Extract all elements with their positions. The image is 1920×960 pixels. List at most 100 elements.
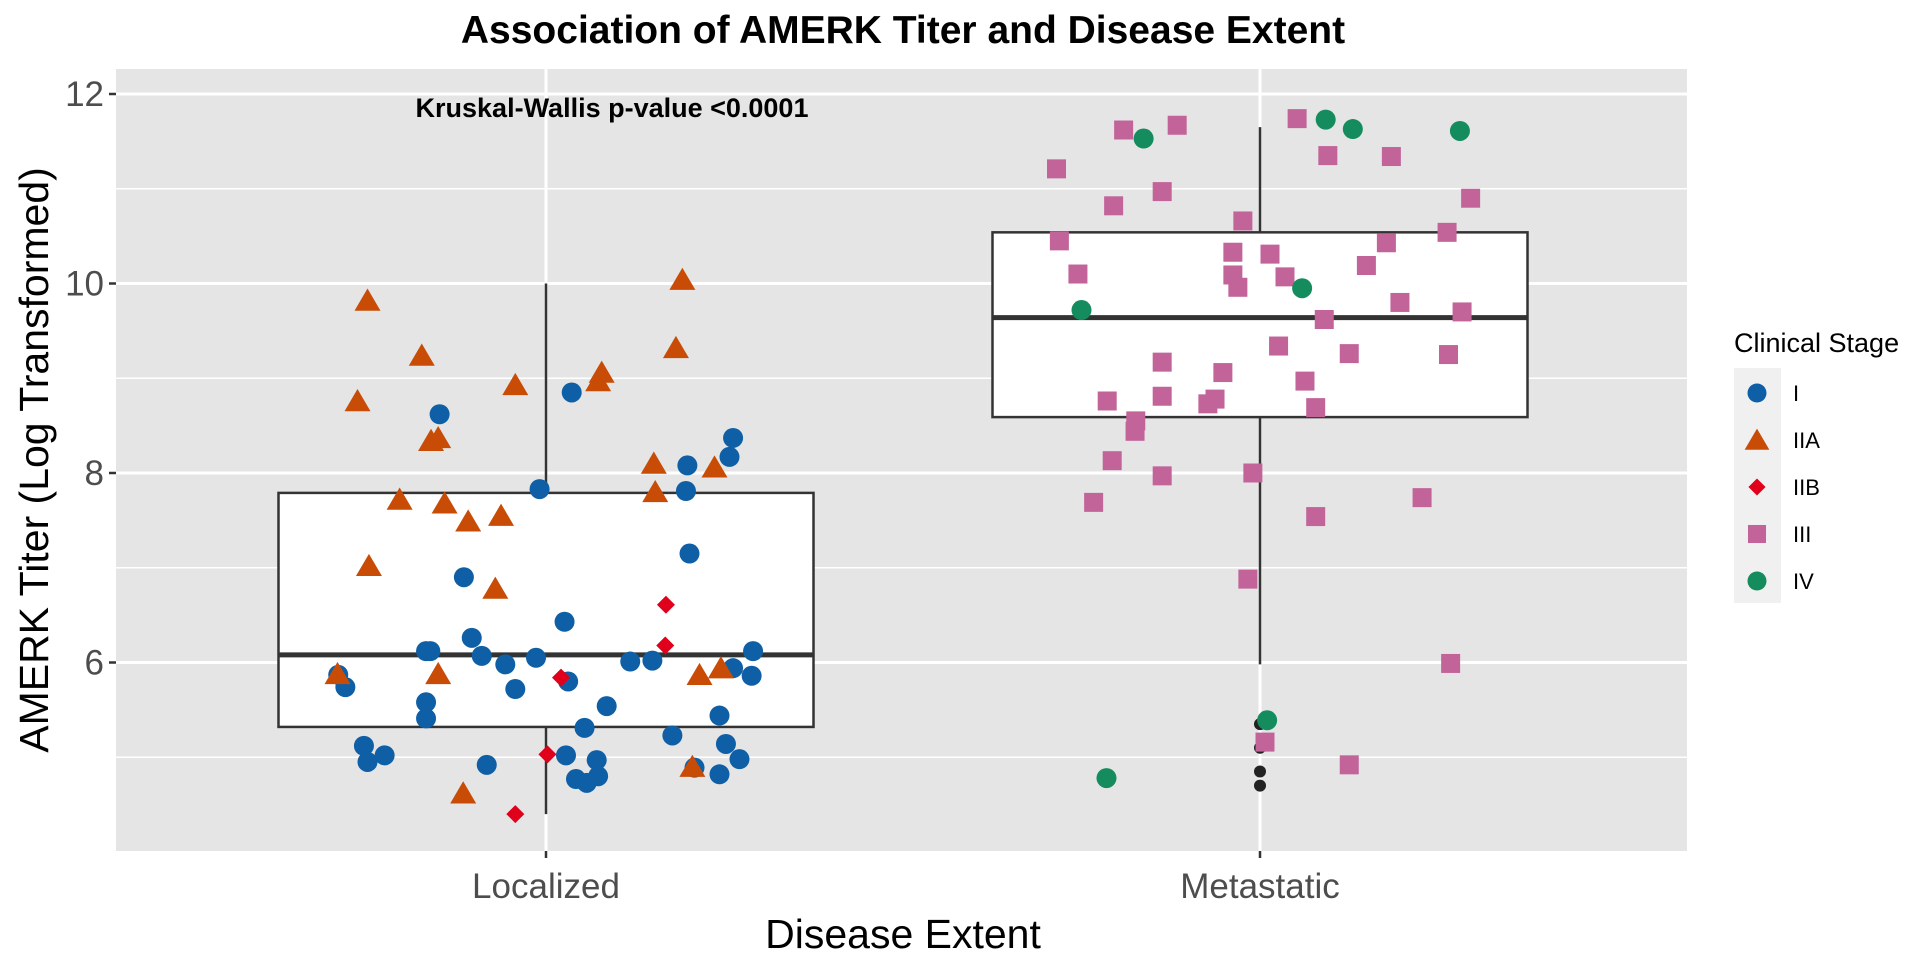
legend-key-iii-icon <box>1747 524 1767 544</box>
stage-iv-point <box>1292 278 1313 299</box>
stage-i-point <box>554 611 575 632</box>
stage-i-point <box>420 641 441 662</box>
plot-panel <box>116 69 1687 851</box>
stage-iia-point <box>707 656 734 679</box>
stage-iia-point <box>425 425 452 449</box>
stage-iii-point <box>1287 109 1307 129</box>
stage-iii-point <box>1438 345 1458 365</box>
stage-iii-point <box>1314 310 1334 330</box>
stage-iii-point <box>1068 264 1088 284</box>
legend-label: IIB <box>1793 475 1820 500</box>
y-tick-label: 10 <box>65 265 104 304</box>
stage-i-point <box>662 725 683 746</box>
stage-i-point <box>416 692 437 713</box>
x-tick-label: Metastatic <box>1180 867 1340 906</box>
stage-iii-point <box>1390 292 1410 312</box>
stage-iii-point <box>1213 363 1233 383</box>
stage-iii-point <box>1437 222 1457 242</box>
legend-key-i-icon <box>1747 383 1767 403</box>
stage-iii-point <box>1255 732 1275 752</box>
legend-title: Clinical Stage <box>1734 328 1899 358</box>
stage-iia-point <box>386 487 413 510</box>
boxplots <box>277 127 1529 815</box>
stage-iii-point <box>1152 182 1172 202</box>
stage-iii-point <box>1152 352 1172 372</box>
stage-iii-point <box>1223 242 1243 262</box>
stage-iii-point <box>1461 188 1481 208</box>
stage-i-point <box>729 749 750 770</box>
stage-iia-point <box>324 661 351 685</box>
stage-iii-point <box>1275 267 1295 287</box>
stage-i-point <box>677 455 698 476</box>
stage-i-point <box>709 705 730 726</box>
stage-iii-point <box>1306 398 1326 418</box>
stage-iia-point <box>355 553 382 577</box>
stage-i-point <box>461 627 482 648</box>
stage-i-point <box>453 567 474 588</box>
legend: Clinical Stage I IIA IIB III IV <box>1734 328 1899 603</box>
stage-iv-point <box>1449 120 1470 141</box>
stage-iii-point <box>1114 120 1134 140</box>
stage-iib-point <box>656 636 675 655</box>
stage-iv-point <box>1315 109 1336 130</box>
stage-iii-point <box>1049 231 1069 251</box>
stage-iv-point <box>1133 128 1154 149</box>
legend-key-iv-icon <box>1747 571 1767 591</box>
stage-iia-point <box>488 503 515 526</box>
stage-i-point <box>620 651 641 672</box>
stage-iia-point <box>669 267 696 290</box>
x-axis: Localized Metastatic <box>472 851 1340 906</box>
stage-iii-point <box>1104 196 1124 216</box>
legend-label: IV <box>1793 569 1814 594</box>
stage-iia-point <box>431 491 458 514</box>
stage-i-point <box>741 665 762 686</box>
stage-i-point <box>374 745 395 766</box>
stage-iia-point <box>425 661 452 685</box>
stage-i-point <box>476 754 497 775</box>
stage-iv-point <box>1096 768 1117 789</box>
y-tick-label: 12 <box>65 75 104 114</box>
y-tick-label: 6 <box>85 644 104 683</box>
stage-iii-point <box>1441 653 1461 673</box>
legend-label: IIA <box>1793 428 1820 453</box>
stage-i-point <box>495 654 516 675</box>
legend-label: III <box>1793 522 1811 547</box>
stage-iia-point <box>354 288 381 311</box>
stage-i-point <box>555 745 576 766</box>
stage-iii-point <box>1339 755 1359 775</box>
stage-i-point <box>743 641 764 662</box>
stage-iia-point <box>662 335 689 359</box>
stage-i-point <box>357 751 378 772</box>
stage-iii-point <box>1097 391 1117 411</box>
x-axis-title: Disease Extent <box>765 911 1041 957</box>
stage-iii-point <box>1381 147 1401 167</box>
y-axis-title: AMERK Titer (Log Transformed) <box>11 167 57 753</box>
stage-iia-point <box>344 388 371 412</box>
stage-iii-point <box>1152 466 1172 486</box>
stage-iii-point <box>1412 488 1432 508</box>
outlier-point <box>1254 765 1266 778</box>
data-points <box>324 109 1481 824</box>
stage-iii-point <box>1295 371 1315 391</box>
stage-iii-point <box>1339 344 1359 364</box>
stage-iv-point <box>1071 300 1092 321</box>
stage-i-point <box>723 427 744 448</box>
stage-i-point <box>675 481 696 502</box>
stage-i-point <box>588 766 609 787</box>
stage-iib-point <box>551 668 570 687</box>
chart-title: Association of AMERK Titer and Disease E… <box>461 9 1345 52</box>
stage-iii-point <box>1318 146 1338 166</box>
stage-i-point <box>429 404 450 425</box>
iqr-box <box>991 231 1529 419</box>
stage-i-point <box>574 717 595 738</box>
stage-iii-point <box>1243 463 1263 483</box>
stage-i-point <box>505 679 526 700</box>
stage-iii-point <box>1167 115 1187 135</box>
iqr-box <box>277 491 815 729</box>
stage-i-point <box>679 543 700 564</box>
stage-iii-point <box>1269 336 1289 356</box>
stage-i-point <box>416 708 437 729</box>
stage-iii-point <box>1205 389 1225 409</box>
stage-iii-point <box>1260 244 1280 264</box>
stage-iii-point <box>1452 302 1472 322</box>
